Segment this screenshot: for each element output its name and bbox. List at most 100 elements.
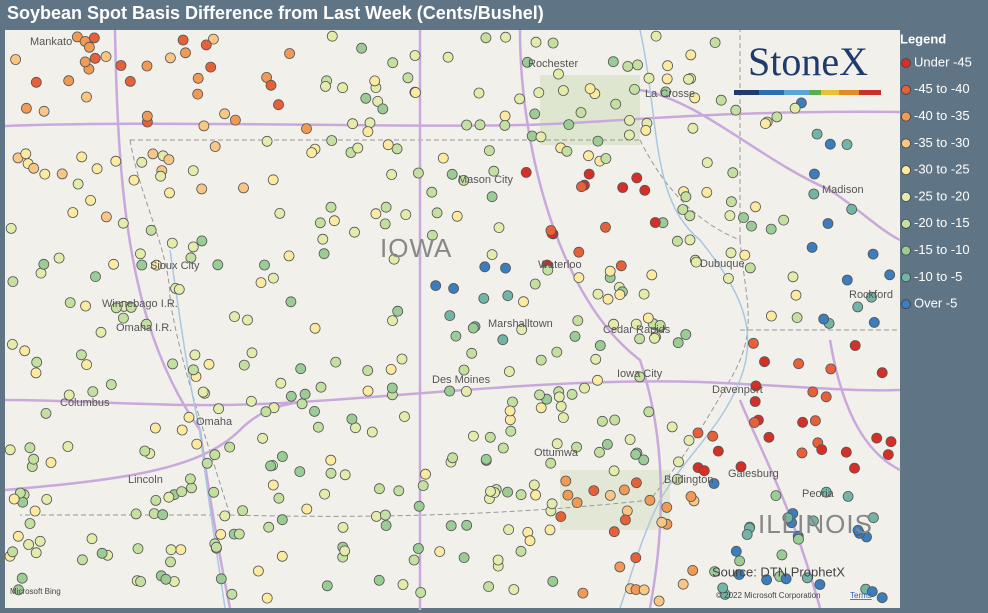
site-marker — [72, 178, 84, 190]
site-marker — [451, 210, 463, 222]
site-marker — [388, 253, 400, 265]
site-marker — [726, 196, 737, 208]
map-provider: Microsoft Bing — [10, 587, 61, 596]
site-marker — [530, 489, 541, 501]
site-marker — [750, 380, 762, 392]
site-marker — [261, 135, 273, 147]
site-marker — [196, 183, 208, 195]
site-marker — [373, 574, 385, 586]
site-marker — [624, 115, 635, 126]
site-marker — [347, 118, 359, 130]
site-marker — [362, 365, 374, 376]
site-marker — [561, 145, 573, 157]
site-marker — [7, 276, 19, 288]
legend-swatch — [901, 165, 911, 175]
site-marker — [629, 84, 640, 95]
site-marker — [257, 432, 269, 444]
site-marker — [614, 561, 626, 573]
site-marker — [397, 579, 409, 590]
site-marker — [124, 76, 136, 87]
site-marker — [67, 207, 79, 218]
site-marker — [672, 337, 684, 349]
site-marker — [219, 510, 231, 522]
legend-label: -15 to -10 — [914, 242, 970, 257]
site-marker — [91, 163, 103, 175]
site-marker — [478, 292, 490, 304]
site-marker — [632, 59, 643, 71]
site-marker — [486, 191, 498, 203]
site-marker — [387, 315, 398, 327]
site-marker — [746, 220, 757, 232]
site-marker — [467, 430, 479, 442]
site-marker — [868, 512, 879, 524]
site-marker — [399, 411, 410, 423]
site-marker — [273, 492, 285, 504]
site-marker — [604, 265, 616, 277]
site-marker — [680, 191, 692, 203]
terms-link[interactable]: Terms — [850, 591, 872, 600]
site-marker — [219, 108, 231, 120]
site-marker — [687, 122, 699, 134]
site-marker — [84, 41, 95, 53]
site-marker — [771, 111, 783, 123]
legend-swatch — [901, 85, 911, 95]
site-marker — [624, 129, 635, 141]
place-label: Omaha I.R. — [116, 322, 172, 334]
site-marker — [372, 96, 384, 107]
copyright: © 2022 Microsoft Corporation — [716, 591, 821, 600]
site-marker — [163, 154, 175, 166]
site-marker — [765, 223, 777, 235]
site-marker — [683, 73, 694, 85]
site-marker — [602, 293, 614, 305]
site-marker — [608, 526, 620, 538]
site-marker — [132, 543, 144, 554]
site-marker — [555, 400, 567, 412]
site-marker — [671, 473, 683, 485]
site-marker — [339, 469, 351, 481]
site-marker — [163, 491, 175, 503]
site-marker — [39, 168, 51, 180]
legend-swatch — [901, 299, 911, 310]
site-marker — [553, 391, 565, 403]
site-marker — [352, 142, 364, 154]
site-marker — [520, 166, 532, 178]
site-marker — [167, 358, 179, 370]
site-marker — [380, 201, 392, 213]
site-marker — [285, 390, 297, 402]
site-marker — [370, 511, 382, 522]
site-marker — [283, 250, 295, 262]
place-label: Lincoln — [128, 474, 163, 486]
site-marker — [558, 412, 569, 424]
site-marker — [4, 444, 16, 456]
site-marker — [597, 415, 608, 427]
site-marker — [265, 460, 277, 472]
logo-stripe — [734, 90, 881, 95]
site-marker — [535, 131, 547, 143]
site-marker — [542, 264, 554, 276]
site-marker — [852, 301, 864, 313]
site-marker — [634, 371, 646, 383]
site-marker — [547, 37, 559, 49]
site-marker — [224, 441, 236, 453]
place-label: Rochester — [528, 58, 578, 70]
site-marker — [96, 547, 108, 559]
site-marker — [810, 415, 821, 427]
site-marker — [458, 364, 470, 376]
site-marker — [16, 572, 28, 584]
site-marker — [876, 592, 888, 604]
site-marker — [7, 546, 19, 558]
site-marker — [139, 445, 151, 457]
site-marker — [207, 33, 219, 45]
site-marker — [164, 187, 175, 199]
site-marker — [818, 313, 830, 325]
site-marker — [748, 337, 759, 349]
site-marker — [461, 519, 473, 531]
site-marker — [643, 406, 655, 418]
site-marker — [63, 75, 75, 87]
site-marker — [546, 498, 558, 510]
site-marker — [698, 465, 710, 477]
site-marker — [157, 509, 169, 521]
place-label: Iowa City — [617, 368, 663, 380]
site-marker — [85, 194, 96, 206]
site-marker — [615, 260, 627, 272]
